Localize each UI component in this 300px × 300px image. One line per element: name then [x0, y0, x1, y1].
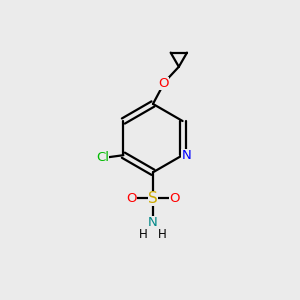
Text: H: H: [158, 228, 167, 241]
Text: S: S: [148, 191, 158, 206]
Text: N: N: [148, 216, 158, 229]
Text: O: O: [169, 192, 180, 205]
Text: N: N: [181, 149, 191, 162]
Text: Cl: Cl: [96, 151, 109, 164]
Text: H: H: [139, 228, 148, 241]
Text: O: O: [158, 76, 169, 90]
Text: O: O: [126, 192, 137, 205]
